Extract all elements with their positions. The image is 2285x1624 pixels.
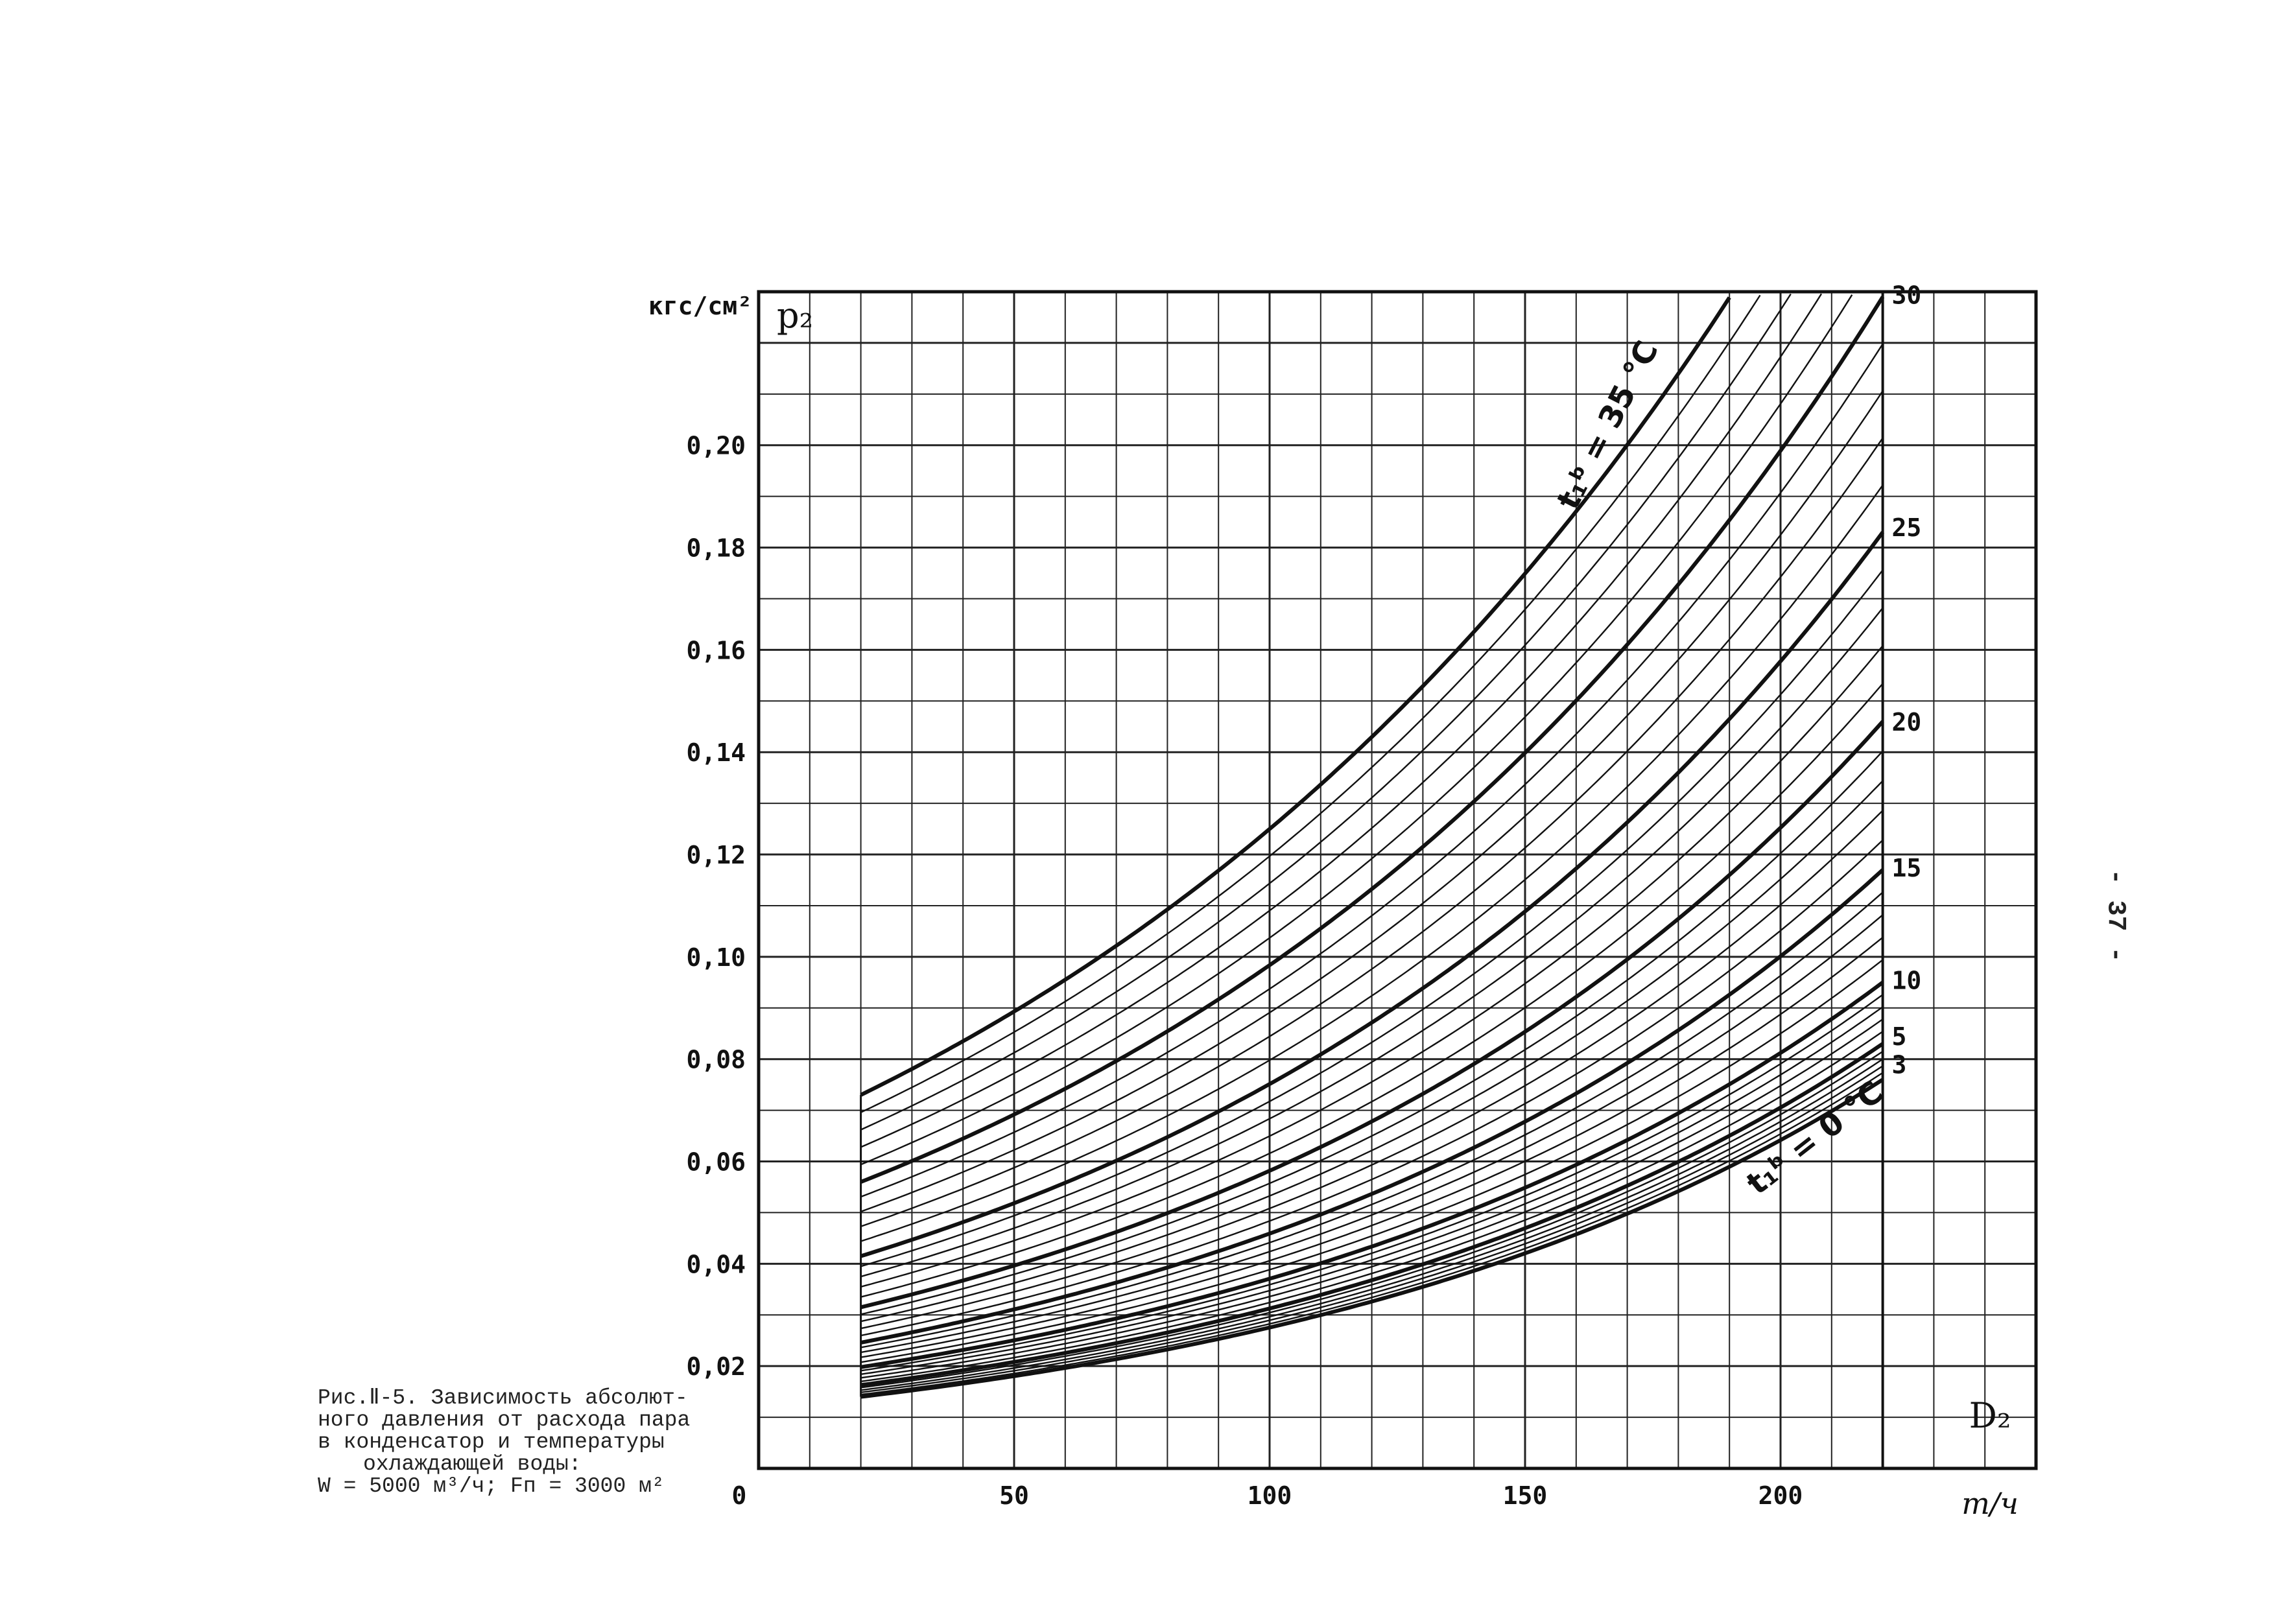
y-tick-label: 0,16: [686, 636, 746, 665]
series-curve: [860, 1042, 1884, 1387]
series-curve: [860, 936, 1884, 1358]
series-curve: [860, 720, 1884, 1310]
x-tick-label: 200: [1758, 1481, 1803, 1510]
series-label: 10: [1891, 966, 1921, 994]
chart-frame: [757, 290, 2038, 1470]
series-curve: [860, 750, 1884, 1315]
x-axis-unit: т/ч: [1961, 1486, 2019, 1521]
y-tick-label: 0,08: [686, 1046, 746, 1074]
series-curve: [860, 531, 1885, 1258]
series-curve: [860, 1050, 1884, 1389]
x-tick-label: 50: [999, 1481, 1029, 1510]
chart-curves: [860, 293, 1885, 1399]
x-tick-label: 150: [1503, 1481, 1548, 1510]
series-curve: [860, 294, 1853, 1166]
curve-annotation: t₁ᵇ = 35 °C: [1550, 335, 1666, 515]
series-curve: [860, 296, 1731, 1097]
figure-caption: Рис.Ⅱ-5. Зависимость абсолют- ного давле…: [318, 1387, 720, 1498]
x-tick-label: 0: [732, 1481, 747, 1510]
series-label: 25: [1891, 513, 1921, 542]
series-curve: [860, 438, 1884, 1227]
series-curve: [860, 294, 1761, 1113]
series-curve: [860, 810, 1884, 1330]
series-label: 15: [1891, 854, 1921, 882]
series-label: 5: [1891, 1022, 1906, 1051]
y-tick-label: 0,20: [686, 432, 746, 460]
series-label: 30: [1891, 281, 1921, 310]
series-curve: [860, 293, 1823, 1148]
caption-formula: W = 5000 м³/ч; Fп = 3000 м²: [318, 1474, 665, 1498]
y-tick-label: 0,04: [686, 1250, 746, 1278]
series-curve: [860, 980, 1884, 1369]
plot-frame: [757, 290, 2038, 1470]
y-tick-label: 0,06: [686, 1148, 746, 1177]
y-tick-label: 0,14: [686, 738, 746, 767]
series-curve: [860, 1077, 1884, 1399]
series-curve: [860, 780, 1884, 1323]
series-curve: [860, 1058, 1884, 1391]
series-curve: [860, 343, 1884, 1198]
caption-line: Рис.Ⅱ-5. Зависимость абсолют-: [318, 1386, 688, 1410]
series-curve: [860, 891, 1884, 1348]
series-curve: [860, 868, 1884, 1345]
page-number: - 37 -: [2100, 869, 2130, 963]
x-axis-label: D₂: [1969, 1395, 2011, 1436]
series-curve: [860, 683, 1884, 1298]
series-curve: [860, 1006, 1884, 1375]
y-tick-label: 0,02: [686, 1352, 746, 1381]
series-curve: [860, 390, 1884, 1213]
chart-labels: 0,02 0,04 0,06 0,08 0,10 0,12 0,14 0,16 0,18 0,20…: [648, 281, 2019, 1521]
series-curve: [860, 607, 1884, 1278]
series-curve: [860, 840, 1884, 1337]
series-label: 3: [1891, 1051, 1906, 1079]
series-curve: [860, 1031, 1884, 1382]
series-curve: [860, 293, 1792, 1131]
caption-line: в конденсатор и температуры: [318, 1430, 665, 1454]
y-axis-unit: кгс/см²: [648, 292, 752, 320]
series-curve: [860, 645, 1884, 1288]
series-curve: [860, 914, 1884, 1354]
series-label: 20: [1891, 708, 1921, 736]
caption-line: ного давления от расхода пара: [318, 1408, 691, 1432]
y-tick-label: 0,18: [686, 534, 746, 563]
caption-line: охлаждающей воды:: [363, 1452, 582, 1476]
y-tick-label: 0,10: [686, 943, 746, 972]
chart-grid: [759, 292, 2036, 1468]
series-curve: [860, 1065, 1884, 1393]
y-tick-label: 0,12: [686, 841, 746, 869]
series-curve: [860, 994, 1884, 1372]
series-curve: [860, 296, 1885, 1184]
series-curve: [860, 484, 1884, 1242]
y-axis-label: p₂: [777, 295, 813, 336]
series-curve: [860, 1018, 1884, 1379]
series-curve: [860, 959, 1884, 1363]
series-curve: [860, 569, 1884, 1267]
x-tick-label: 100: [1248, 1481, 1292, 1510]
series-curve: [860, 1072, 1884, 1396]
